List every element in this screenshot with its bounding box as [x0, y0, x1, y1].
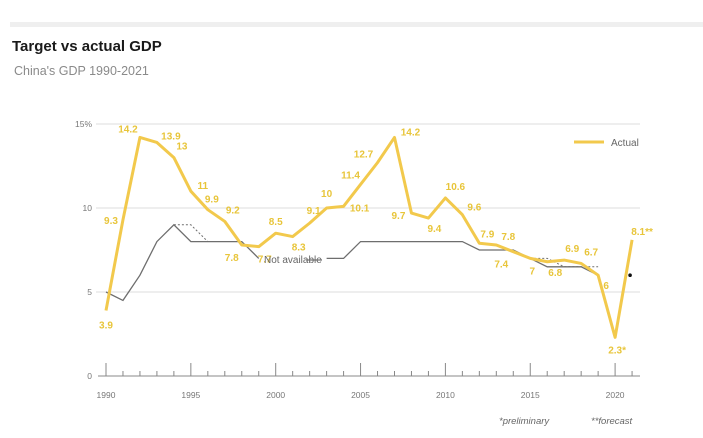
not-available-annotation: Not available [264, 255, 322, 266]
data-label-2017: 6.9 [565, 244, 579, 255]
data-label-2015: 7 [529, 266, 535, 277]
data-label-2001: 8.3 [292, 243, 306, 254]
data-label-2021: 8.1** [631, 227, 653, 238]
data-label-1991: 9.3 [104, 216, 118, 227]
data-label-2005: 11.4 [341, 170, 360, 181]
data-label-2000: 8.5 [269, 217, 283, 228]
data-label-2010: 10.6 [446, 182, 466, 193]
data-label-2020: 2.3* [608, 345, 626, 356]
target-line-segment-1 [326, 240, 599, 276]
x-tick-label-2010: 2010 [436, 390, 455, 400]
data-label-2008: 9.7 [392, 211, 406, 222]
data-label-2007: 14.2 [401, 127, 421, 138]
data-label-2009: 9.4 [427, 224, 441, 235]
data-label-1993: 13.9 [161, 131, 181, 142]
data-label-2014: 7.4 [494, 260, 508, 271]
target-line-segment-0 [105, 223, 260, 302]
x-tick-label-2015: 2015 [521, 390, 540, 400]
target-upper-dashed-segment-0 [173, 224, 209, 242]
data-label-1995: 11 [198, 181, 209, 192]
x-tick-label-1990: 1990 [97, 390, 116, 400]
marker-dot-0 [628, 273, 632, 278]
actual-line [104, 135, 634, 339]
note-preliminary: *preliminary [499, 416, 550, 427]
data-label-1997: 9.2 [226, 205, 240, 216]
data-label-2016: 6.8 [548, 268, 562, 279]
data-label-1998: 7.8 [225, 253, 239, 264]
y-tick-label-0: 0 [87, 371, 92, 381]
data-label-1992: 14.2 [118, 124, 138, 135]
y-tick-label-5: 5 [87, 287, 92, 297]
data-label-2018: 6.7 [584, 247, 598, 258]
x-tick-label-2005: 2005 [351, 390, 370, 400]
data-label-2013: 7.8 [501, 232, 515, 243]
x-tick-label-1995: 1995 [181, 390, 200, 400]
data-label-1990: 3.9 [99, 320, 113, 331]
y-tick-label-15: 15% [75, 119, 92, 129]
legend-label-actual: Actual [611, 138, 639, 149]
y-tick-label-10: 10 [83, 203, 93, 213]
top-divider [10, 22, 703, 27]
chart-title: Target vs actual GDP [12, 38, 162, 55]
x-tick-label-2020: 2020 [606, 390, 625, 400]
data-label-1994: 13 [176, 142, 188, 153]
data-label-2006: 12.7 [354, 150, 374, 161]
x-tick-label-2000: 2000 [266, 390, 285, 400]
data-label-2011: 9.6 [467, 203, 481, 214]
data-label-2002: 9.1 [307, 206, 321, 217]
data-label-1999: 7.7 [258, 255, 272, 266]
chart-subtitle: China's GDP 1990-2021 [14, 64, 149, 78]
data-label-2019: 6 [603, 281, 609, 292]
data-label-2003: 10 [321, 189, 333, 200]
data-label-2004: 10.1 [350, 203, 370, 214]
note-forecast: **forecast [591, 416, 633, 427]
data-label-2012: 7.9 [480, 229, 494, 240]
data-label-1996: 9.9 [205, 195, 219, 206]
